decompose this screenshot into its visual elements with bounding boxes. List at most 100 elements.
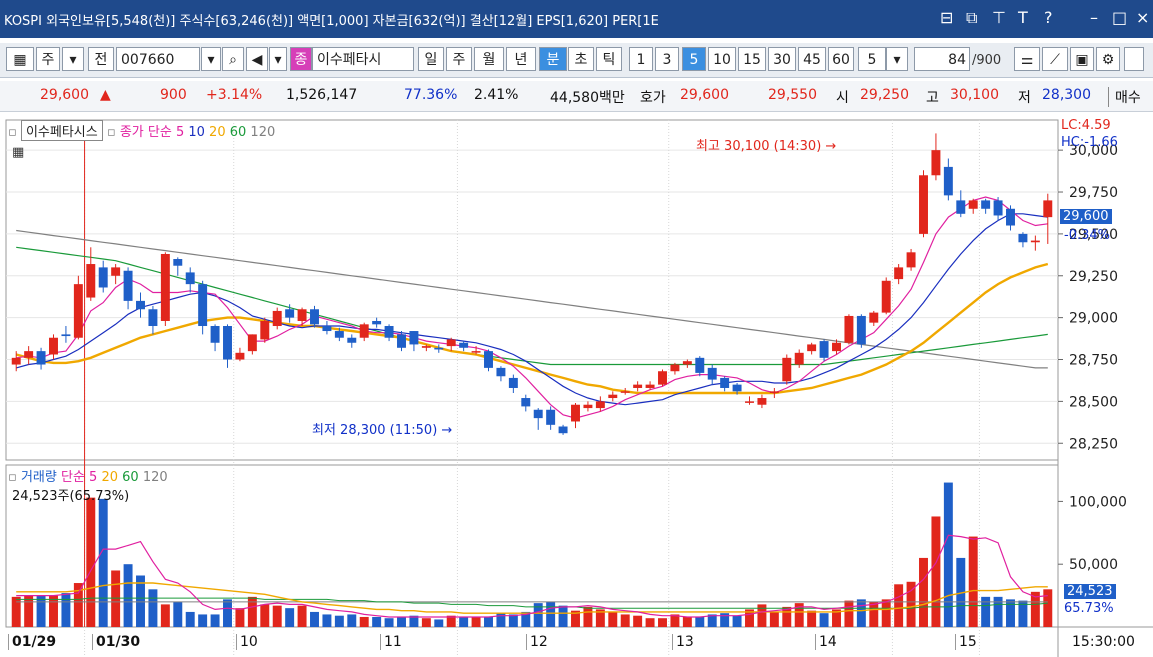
open-label: 시 (836, 90, 849, 106)
volume-bar (434, 619, 444, 627)
interval-1[interactable]: 1 (629, 47, 653, 71)
save-icon[interactable]: ▣ (1070, 47, 1094, 71)
volume-bar (198, 614, 208, 627)
close-icon[interactable]: × (1136, 8, 1150, 27)
candle-body (235, 352, 245, 360)
volume-legend-title: 거래량 (20, 470, 57, 485)
candle-body (832, 342, 841, 352)
legend-ma-prefix: 종가 단순 (119, 125, 172, 140)
candle-body (123, 270, 133, 301)
volume-bar (583, 606, 593, 627)
candle-body (844, 315, 854, 343)
sound-icon[interactable]: ◀ (246, 47, 268, 71)
period-year[interactable]: 년 (506, 47, 536, 71)
x-axis-label: 13 (672, 634, 694, 650)
candle-body (173, 259, 183, 266)
period-day[interactable]: 일 (418, 47, 444, 71)
time-label: 15:30:00 (1072, 634, 1135, 650)
volume-bar (223, 599, 232, 627)
candle-body (695, 357, 705, 373)
candle-body (160, 253, 170, 321)
legend-ma120: 120 (250, 125, 276, 140)
hoga-label: 호가 (640, 90, 666, 106)
candle-body (807, 344, 817, 352)
interval-dropdown-icon[interactable]: ▾ (886, 47, 908, 71)
volume-bar (1018, 600, 1028, 627)
stock-name-field[interactable]: 이수페타시 (312, 47, 414, 71)
interval-3[interactable]: 3 (655, 47, 679, 71)
gear-icon[interactable]: ⚙ (1096, 47, 1120, 71)
code-dropdown-icon[interactable]: ▾ (201, 47, 221, 71)
volume-bar (794, 603, 804, 627)
maximize-icon[interactable]: □ (1112, 8, 1128, 27)
period-tick[interactable]: 틱 (596, 47, 622, 71)
interval-30[interactable]: 30 (768, 47, 796, 71)
volume-bar (906, 581, 916, 627)
restore-icon[interactable]: ⊟ (940, 8, 954, 27)
legend-ma20: 20 (209, 125, 226, 140)
sound-dropdown-icon[interactable]: ▾ (269, 47, 287, 71)
low-price: 28,300 (1042, 87, 1091, 103)
stock-code-input[interactable]: 007660 (116, 47, 200, 71)
pin-icon[interactable]: ⊤ (992, 8, 1006, 27)
volume-bar (769, 611, 779, 627)
interval-5[interactable]: 5 (682, 47, 706, 71)
candle-body (968, 200, 978, 209)
period-minute[interactable]: 분 (539, 47, 567, 71)
interval-select[interactable]: 5 (858, 47, 886, 71)
candle-body (919, 175, 928, 234)
volume-bar (508, 614, 518, 627)
volume-bar (310, 611, 319, 627)
market-select[interactable]: 주 (36, 47, 60, 71)
low-label: 저 (1018, 90, 1031, 106)
market-dropdown-icon[interactable]: ▾ (62, 47, 84, 71)
current-pct-marker: -0.34% (1064, 228, 1110, 243)
volume-bar (533, 603, 543, 627)
trend-tool-icon[interactable]: ⟋ (1042, 47, 1068, 71)
candle-body (608, 394, 618, 399)
layout-icon[interactable]: ▦ (6, 47, 34, 71)
volume-bar (633, 615, 643, 627)
volume-bar (235, 608, 245, 627)
candle-body (894, 267, 904, 280)
volume-bar (732, 615, 742, 627)
volume-bar (36, 595, 46, 627)
price-tick-label: 29,000 (1069, 311, 1118, 327)
volume-tick-label: 50,000 (1069, 557, 1118, 573)
low-annotation-text: 최저 28,300 (11:50) (312, 423, 438, 438)
search-icon[interactable]: ⌕ (222, 47, 244, 71)
popout-icon[interactable]: ⧉ (966, 8, 978, 27)
prev-button[interactable]: 전 (88, 47, 114, 71)
interval-15[interactable]: 15 (738, 47, 766, 71)
volume-bar (347, 614, 357, 627)
candle-body (745, 401, 754, 403)
candle-body (148, 309, 158, 327)
buy-button[interactable]: 매수 (1108, 87, 1141, 107)
price-volume-chart[interactable]: 30,000 29,750 29,500 29,250 29,000 28,750 28,5… (0, 115, 1153, 657)
candle-body (881, 280, 891, 313)
volume-legend-ma60: 60 (122, 470, 139, 485)
font-icon[interactable]: T (1018, 8, 1028, 27)
candle-body (421, 346, 431, 348)
candle-body (446, 339, 456, 347)
volume-bar (484, 616, 493, 627)
candle-settings-icon[interactable]: ⚌ (1014, 47, 1040, 71)
period-week[interactable]: 주 (446, 47, 472, 71)
ma20-line (15, 262, 1049, 395)
option-checkbox[interactable] (1124, 47, 1144, 71)
minimize-icon[interactable]: – (1090, 8, 1098, 27)
candle-body (856, 315, 866, 345)
period-second[interactable]: 초 (568, 47, 594, 71)
badge-jong: 종 (290, 47, 312, 71)
candle-body (658, 371, 667, 385)
volume-bar (160, 604, 170, 627)
stock-tag[interactable]: 이수페타시스 (20, 120, 103, 141)
ask-price: 29,600 (680, 87, 729, 103)
interval-60[interactable]: 60 (828, 47, 854, 71)
help-icon[interactable]: ? (1044, 8, 1053, 27)
interval-10[interactable]: 10 (708, 47, 736, 71)
interval-45[interactable]: 45 (798, 47, 826, 71)
table-view-icon[interactable]: ▦ (12, 145, 25, 160)
period-month[interactable]: 월 (474, 47, 504, 71)
count-input[interactable]: 84 (914, 47, 970, 71)
